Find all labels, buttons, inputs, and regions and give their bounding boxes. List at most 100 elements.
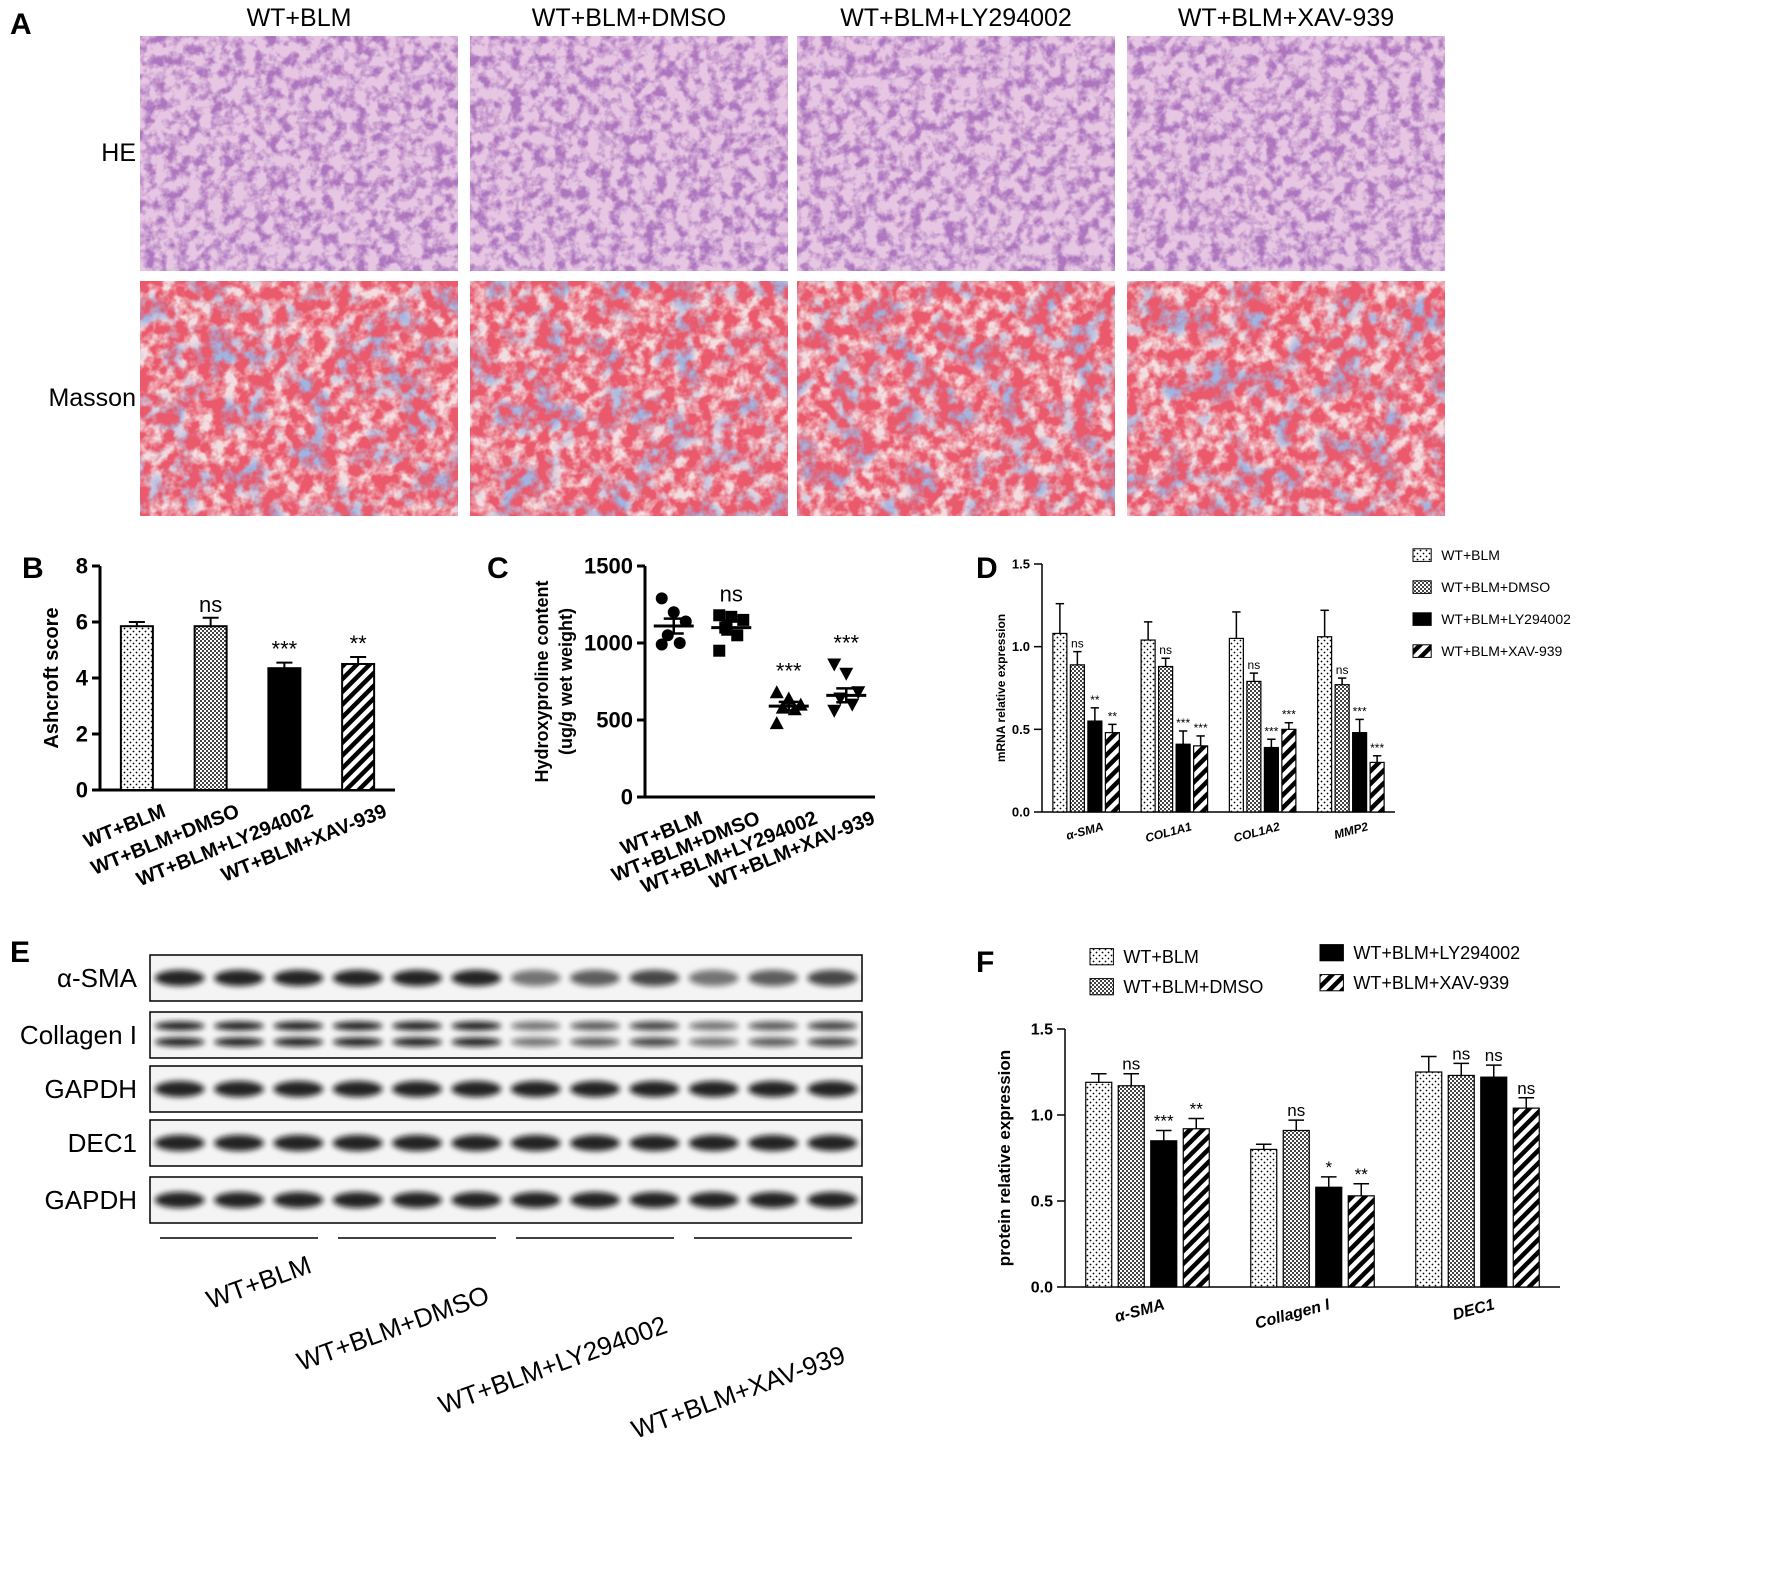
blot-band [451, 1192, 502, 1208]
row-label: Masson [48, 384, 136, 412]
significance-label: *** [1154, 1111, 1174, 1130]
blot-band [214, 1021, 264, 1031]
blot-frame [149, 1065, 863, 1113]
panel-label: C [487, 552, 509, 585]
y-tick-label: 1500 [584, 554, 633, 579]
significance-label: *** [833, 631, 859, 656]
bar [1246, 680, 1262, 813]
y-axis-label: Hydroxyproline content [532, 580, 552, 782]
y-tick-label: 2 [76, 722, 88, 747]
bar [1447, 1074, 1475, 1288]
significance-label: ** [1090, 693, 1100, 707]
column-header: WT+BLM+LY294002 [840, 4, 1072, 32]
point [787, 702, 802, 716]
blot-band [688, 1037, 739, 1047]
significance-label: ns [1485, 1046, 1503, 1065]
blot-band [214, 1081, 264, 1097]
x-tick-label: COL1A2 [1232, 819, 1282, 845]
bar [1263, 746, 1279, 813]
point [713, 609, 726, 622]
blot-band [273, 970, 324, 986]
column-header: WT+BLM+DMSO [532, 4, 726, 32]
blot-frame [149, 954, 863, 1002]
legend-swatch [1319, 974, 1344, 992]
significance-label: ns [1287, 1101, 1305, 1120]
blot-band [273, 1081, 324, 1097]
blot-band [392, 970, 442, 986]
blot-band [570, 1081, 620, 1097]
he-texture [140, 36, 458, 271]
y-tick-label: 1.5 [1031, 1022, 1053, 1039]
blot-band [332, 1081, 383, 1097]
legend-swatch [1412, 580, 1432, 594]
y-tick-label: 500 [596, 708, 633, 733]
y-tick-label: 0.0 [1012, 805, 1030, 820]
row-label: HE [101, 139, 136, 167]
x-tick-label: MMP2 [1333, 819, 1370, 842]
blot-band [688, 1021, 739, 1031]
legend-label: WT+BLM+LY294002 [1353, 943, 1520, 963]
blot-band [688, 1135, 739, 1151]
point [839, 667, 854, 681]
point [769, 685, 784, 699]
y-tick-label: 4 [76, 666, 89, 691]
panel-label: B [22, 552, 44, 585]
bar [1369, 761, 1385, 813]
point [827, 658, 842, 672]
blot-band [451, 970, 502, 986]
blot-band [748, 1081, 798, 1097]
legend-swatch [1089, 978, 1114, 996]
y-tick-label: 1.0 [1031, 1108, 1053, 1125]
blot-band [154, 1021, 205, 1031]
blot-label: Collagen I [20, 1020, 137, 1050]
bar [1480, 1076, 1508, 1288]
y-tick-label: 8 [76, 554, 88, 579]
blot-band [332, 1135, 383, 1151]
blot-band [629, 1135, 680, 1151]
significance-label: ** [350, 631, 368, 656]
blot-band [510, 1081, 561, 1097]
significance-label: ns [199, 592, 222, 617]
blot-band [570, 1037, 620, 1047]
significance-label: ns [1071, 637, 1084, 651]
blot-band [688, 1192, 739, 1208]
blot-band [214, 1192, 264, 1208]
y-axis-label: protein relative expression [995, 1050, 1014, 1266]
blot-band [570, 970, 620, 986]
blot-label: α-SMA [57, 963, 138, 993]
legend-swatch [1412, 548, 1432, 562]
blot-label: GAPDH [45, 1074, 137, 1104]
blot-band [748, 1037, 798, 1047]
group-label: WT+BLM+DMSO [293, 1279, 493, 1376]
blot-band [392, 1135, 442, 1151]
point [655, 638, 668, 651]
blot-band [273, 1135, 324, 1151]
legend-label: WT+BLM [1123, 947, 1199, 967]
column-header: WT+BLM+XAV-939 [1178, 4, 1394, 32]
legend-swatch [1412, 612, 1432, 626]
blot-band [392, 1081, 442, 1097]
blot-band [154, 1192, 205, 1208]
y-axis-label: Ashcroft score [41, 607, 63, 748]
he-texture [470, 36, 788, 271]
bar [1281, 728, 1297, 813]
significance-label: *** [776, 658, 802, 683]
blot-band [570, 1135, 620, 1151]
significance-label: ns [1122, 1055, 1140, 1074]
y-tick-label: 0.0 [1031, 1280, 1053, 1297]
legend-label: WT+BLM+DMSO [1123, 977, 1263, 997]
blot-band [807, 1081, 858, 1097]
legend-swatch [1412, 644, 1432, 658]
y-tick-label: 1000 [584, 631, 633, 656]
bar [1250, 1148, 1278, 1288]
blot-band [807, 970, 858, 986]
blot-band [807, 1135, 858, 1151]
significance-label: ns [1336, 663, 1349, 677]
panel-label: D [976, 552, 998, 585]
blot-frame [149, 1119, 863, 1167]
bar [193, 625, 228, 792]
x-tick-label: α-SMA [1113, 1296, 1166, 1326]
y-axis-label: mRNA relative expression [994, 614, 1008, 762]
